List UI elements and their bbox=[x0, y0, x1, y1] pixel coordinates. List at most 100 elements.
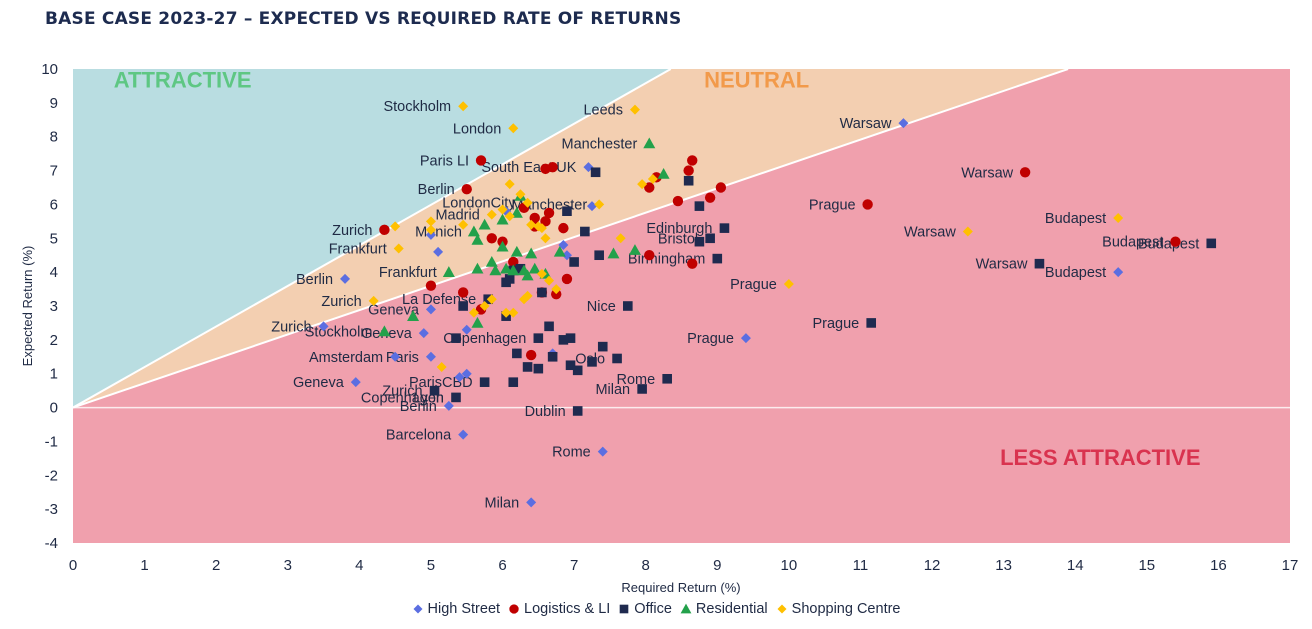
x-tick-label: 1 bbox=[140, 557, 148, 574]
logistics-li-point bbox=[461, 183, 472, 195]
point-label: Amsterdam bbox=[309, 350, 383, 366]
office-point bbox=[597, 341, 608, 352]
shopping-centre-point bbox=[486, 294, 497, 305]
attractive-boundary bbox=[73, 69, 672, 409]
high-street-point bbox=[425, 229, 436, 240]
office-point bbox=[694, 201, 705, 211]
office-point bbox=[623, 301, 633, 311]
high-street-point bbox=[425, 351, 436, 362]
residential-point bbox=[496, 240, 509, 252]
legend-marker-icon bbox=[680, 603, 692, 614]
high-street-point bbox=[558, 240, 569, 251]
shopping-centre-point bbox=[390, 221, 401, 232]
point-label: London bbox=[453, 121, 501, 137]
logistics-li-point bbox=[540, 216, 551, 227]
y-tick-label: 1 bbox=[50, 366, 58, 383]
zone-label-less-attractive: LESS ATTRACTIVE bbox=[1000, 445, 1200, 470]
logistics-li-point bbox=[558, 222, 569, 234]
logistics-li-point bbox=[1019, 167, 1031, 178]
point-label: Frankfurt bbox=[379, 265, 437, 281]
shopping-centre-point bbox=[436, 361, 447, 372]
shopping-centre-point bbox=[551, 284, 562, 295]
office-point bbox=[719, 223, 730, 233]
residential-point bbox=[485, 255, 498, 267]
point-label: Manchester bbox=[562, 136, 638, 152]
residential-point bbox=[510, 245, 523, 257]
shopping-centre-point bbox=[536, 223, 547, 234]
high-street-point bbox=[418, 328, 429, 339]
legend-label: High Street bbox=[427, 601, 501, 617]
residential-point bbox=[471, 316, 484, 328]
shopping-centre-point bbox=[536, 268, 547, 279]
legend-item: Shopping Centre bbox=[776, 601, 900, 617]
shopping-centre-point bbox=[615, 233, 626, 244]
high-street-point bbox=[740, 333, 751, 344]
residential-point bbox=[442, 266, 455, 277]
logistics-li-point bbox=[540, 163, 551, 175]
point-label: Budapest bbox=[1045, 211, 1106, 227]
point-label: Warsaw bbox=[976, 257, 1028, 273]
office-point bbox=[479, 377, 490, 387]
logistics-li-point bbox=[715, 182, 727, 193]
high-street-point bbox=[526, 497, 537, 508]
point-label: Barcelona bbox=[386, 428, 452, 444]
office-point bbox=[590, 167, 601, 178]
shopping-centre-point bbox=[425, 216, 436, 227]
point-label: Frankfurt bbox=[329, 241, 387, 257]
office-point bbox=[694, 236, 705, 247]
residential-point bbox=[471, 233, 484, 245]
high-street-point bbox=[425, 304, 436, 315]
high-street-point bbox=[390, 351, 401, 362]
office-point bbox=[587, 357, 597, 367]
office-point bbox=[594, 250, 604, 261]
point-label: Budapest bbox=[1102, 235, 1163, 251]
high-street-point bbox=[587, 201, 598, 212]
residential-point bbox=[521, 269, 534, 281]
office-point bbox=[533, 333, 544, 343]
point-label: Paris bbox=[386, 350, 419, 366]
office-point bbox=[537, 287, 547, 298]
y-tick-label: 3 bbox=[50, 298, 58, 315]
point-label: Berlin bbox=[418, 182, 455, 198]
office-point bbox=[572, 406, 583, 416]
logistics-li-point bbox=[561, 273, 573, 285]
shopping-centre-point bbox=[962, 226, 973, 237]
x-tick-label: 11 bbox=[853, 557, 869, 574]
legend-marker bbox=[680, 603, 692, 614]
point-label: Copenhagen bbox=[443, 331, 526, 347]
y-tick-label: 6 bbox=[50, 196, 58, 213]
shopping-centre-point bbox=[368, 295, 379, 306]
office-point bbox=[451, 392, 461, 403]
legend-marker bbox=[777, 604, 787, 614]
point-label: Stockholm bbox=[383, 99, 451, 115]
x-tick-label: 14 bbox=[1067, 557, 1084, 574]
y-tick-label: 4 bbox=[50, 264, 58, 281]
y-tick-label: 2 bbox=[50, 332, 58, 349]
legend-label: Residential bbox=[695, 601, 768, 617]
point-label: Budapest bbox=[1138, 236, 1199, 252]
high-street-point bbox=[597, 446, 608, 457]
legend-marker-icon bbox=[619, 604, 629, 614]
point-label: Bristol bbox=[658, 231, 698, 247]
x-tick-label: 8 bbox=[642, 557, 650, 574]
logistics-li-point bbox=[644, 250, 655, 261]
office-point bbox=[565, 333, 576, 343]
point-label: Rome bbox=[552, 445, 591, 461]
point-label: Madrid bbox=[435, 208, 479, 224]
high-street-point bbox=[318, 321, 329, 332]
legend: High Street Logistics & LI Office Residenti… bbox=[0, 601, 1312, 619]
logistics-li-point bbox=[525, 349, 537, 361]
logistics-li-point bbox=[543, 207, 555, 219]
logistics-li-point bbox=[672, 195, 684, 207]
shopping-centre-point bbox=[515, 189, 526, 200]
x-tick-label: 16 bbox=[1210, 557, 1227, 574]
point-label: Prague bbox=[812, 316, 859, 332]
residential-point bbox=[525, 247, 538, 259]
point-label: Milan bbox=[485, 495, 520, 511]
point-label: Leeds bbox=[583, 103, 623, 119]
point-label: Geneva bbox=[368, 302, 420, 318]
point-label: Berlin bbox=[296, 272, 333, 288]
high-street-point bbox=[340, 273, 351, 284]
point-label: Milan bbox=[595, 382, 630, 398]
